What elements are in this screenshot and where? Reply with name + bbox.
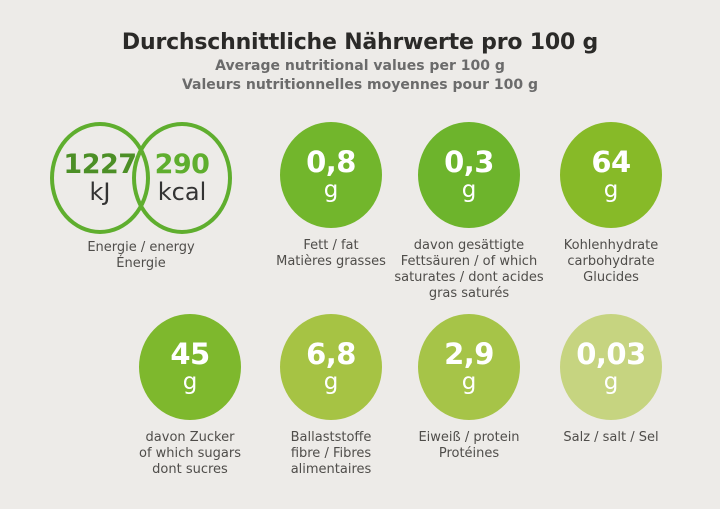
energy-kilojoule-value: 1227 bbox=[63, 149, 137, 180]
nutrient-unit: g bbox=[182, 369, 198, 395]
nutrient-label-line: gras saturés bbox=[428, 286, 510, 301]
nutrient-unit: g bbox=[603, 369, 619, 395]
nutrient-value: 0,3 bbox=[444, 145, 494, 179]
nutrient-value: 6,8 bbox=[306, 337, 356, 371]
nutrient-circle: 2,9 g bbox=[418, 314, 520, 420]
nutrient-unit: g bbox=[461, 369, 477, 395]
nutrient-label-line: Kohlenhydrate bbox=[563, 238, 659, 253]
nutrient-unit: g bbox=[461, 177, 477, 203]
nutrient-label-line: Fett / fat bbox=[303, 238, 359, 253]
nutrient-circle: 0,8 g bbox=[280, 122, 382, 228]
nutrient-item-protein: 2,9 g Eiweiß / protein Protéines bbox=[384, 314, 554, 462]
nutrient-circle: 45 g bbox=[139, 314, 241, 420]
nutrient-unit: g bbox=[323, 177, 339, 203]
energy-kilocalorie-unit: kcal bbox=[157, 178, 207, 206]
nutrient-item-sugars: 45 g davon Zucker of which sugars dont suc… bbox=[105, 314, 275, 478]
header: Durchschnittliche Nährwerte pro 100 g Av… bbox=[0, 0, 720, 93]
nutrient-label: Eiweiß / protein Protéines bbox=[384, 430, 554, 462]
nutrient-item-carbs: 64 g Kohlenhydrate carbohydrate Glucides bbox=[526, 122, 696, 286]
nutrient-label: Fett / fat Matières grasses bbox=[246, 238, 416, 270]
nutrient-label-line: alimentaires bbox=[290, 462, 372, 477]
nutrient-item-fibre: 6,8 g Ballaststoffe fibre / Fibres aliment… bbox=[246, 314, 416, 478]
nutrient-label-line: of which sugars bbox=[138, 446, 241, 461]
nutrient-label-line: Salz / salt / Sel bbox=[563, 430, 659, 445]
subtitle-english: Average nutritional values per 100 g bbox=[215, 58, 505, 74]
nutrient-label-line: Glucides bbox=[583, 270, 639, 285]
energy-kilojoule-unit: kJ bbox=[89, 178, 111, 206]
energy-label-line: Energie / energy bbox=[87, 240, 195, 255]
nutrient-label: Ballaststoffe fibre / Fibres alimentaires bbox=[246, 430, 416, 478]
energy-label: Energie / energy Énergie bbox=[50, 240, 232, 272]
nutrient-label-line: Protéines bbox=[438, 446, 500, 461]
subtitle-french: Valeurs nutritionnelles moyennes pour 10… bbox=[181, 77, 539, 93]
nutrient-circle: 6,8 g bbox=[280, 314, 382, 420]
nutrient-circle: 64 g bbox=[560, 122, 662, 228]
nutrient-label-line: Fettsäuren / of which bbox=[400, 254, 538, 269]
nutrient-value: 0,03 bbox=[576, 337, 646, 371]
nutrient-value: 64 bbox=[591, 145, 631, 179]
nutrient-value: 2,9 bbox=[444, 337, 494, 371]
nutrient-value: 45 bbox=[170, 337, 210, 371]
nutrient-item-saturates: 0,3 g davon gesättigte Fettsäuren / of wh… bbox=[384, 122, 554, 302]
nutrient-label-line: davon Zucker bbox=[145, 430, 235, 445]
nutrient-unit: g bbox=[323, 369, 339, 395]
nutrient-label: davon gesättigte Fettsäuren / of which sat… bbox=[384, 238, 554, 302]
energy-label-line: Énergie bbox=[116, 256, 166, 271]
nutrient-unit: g bbox=[603, 177, 619, 203]
nutrient-label-line: dont sucres bbox=[152, 462, 228, 477]
nutrient-circle: 0,3 g bbox=[418, 122, 520, 228]
page-title: Durchschnittliche Nährwerte pro 100 g bbox=[121, 30, 599, 55]
energy-kilocalorie-value: 290 bbox=[154, 149, 210, 180]
nutrient-label-line: davon gesättigte bbox=[413, 238, 525, 253]
nutrient-value: 0,8 bbox=[306, 145, 356, 179]
nutrient-label-line: Ballaststoffe bbox=[290, 430, 372, 445]
nutrient-label-line: fibre / Fibres bbox=[290, 446, 372, 461]
nutrient-label-line: saturates / dont acides bbox=[394, 270, 544, 285]
nutrient-label-line: Matières grasses bbox=[276, 254, 386, 269]
nutrient-label: davon Zucker of which sugars dont sucres bbox=[105, 430, 275, 478]
nutrient-item-fat: 0,8 g Fett / fat Matières grasses bbox=[246, 122, 416, 270]
nutrient-label: Kohlenhydrate carbohydrate Glucides bbox=[526, 238, 696, 286]
nutrient-label-line: carbohydrate bbox=[567, 254, 655, 269]
nutrient-item-salt: 0,03 g Salz / salt / Sel bbox=[526, 314, 696, 446]
nutrient-circle: 0,03 g bbox=[560, 314, 662, 420]
energy-kilocalorie-circle: 290 kcal bbox=[132, 122, 232, 234]
nutrient-label: Salz / salt / Sel bbox=[526, 430, 696, 446]
nutrient-label-line: Eiweiß / protein bbox=[418, 430, 520, 445]
